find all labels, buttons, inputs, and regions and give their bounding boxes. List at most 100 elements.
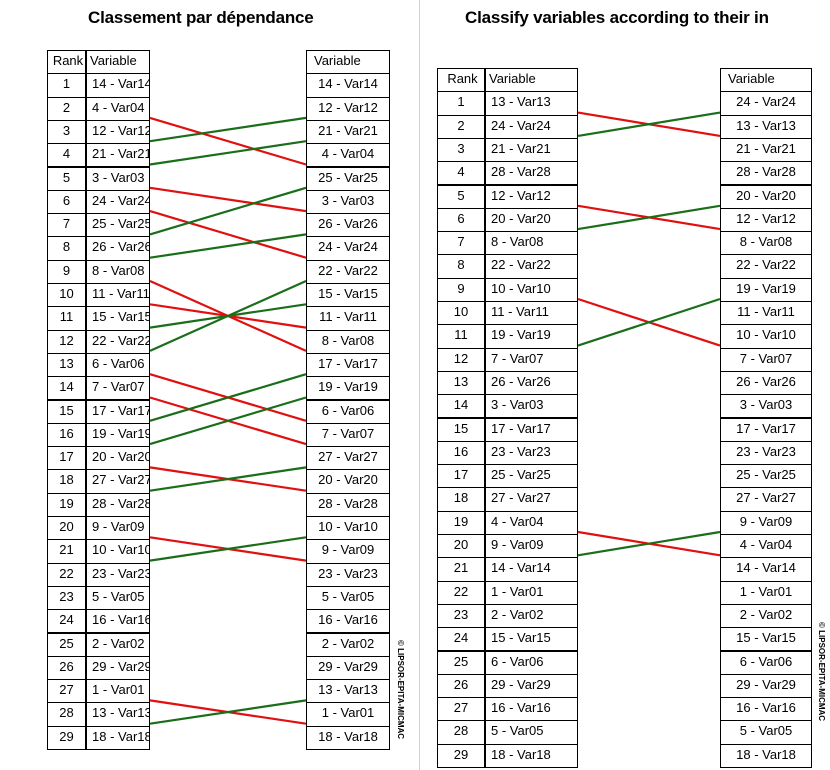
rank-cell: 22 xyxy=(47,562,86,587)
compared-variable-cell: 26 - Var26 xyxy=(306,213,390,238)
variable-cell: 10 - Var10 xyxy=(86,539,150,564)
rank-cell: 17 xyxy=(437,464,485,489)
rank-cell: 17 xyxy=(47,446,86,471)
rank-rise-line xyxy=(149,373,307,422)
rank-rise-line xyxy=(149,396,307,446)
rank-drop-line xyxy=(149,396,307,446)
compared-variable-cell: 4 - Var04 xyxy=(720,534,812,559)
compared-variable-cell: 1 - Var01 xyxy=(306,702,390,727)
rank-drop-line xyxy=(149,466,307,492)
variable-cell: 7 - Var07 xyxy=(86,376,150,401)
compared-variable-cell: 27 - Var27 xyxy=(306,446,390,471)
rank-rise-line xyxy=(149,140,307,166)
variable-cell: 5 - Var05 xyxy=(86,585,150,611)
compared-variable-cell: 28 - Var28 xyxy=(306,492,390,517)
compared-variable-cell: 6 - Var06 xyxy=(720,650,812,675)
variable-cell: 2 - Var02 xyxy=(485,603,578,629)
variable-cell: 8 - Var08 xyxy=(86,259,150,284)
compared-variable-cell: 8 - Var08 xyxy=(720,231,812,256)
rank-cell: 24 xyxy=(47,609,86,634)
compared-variable-cell: 7 - Var07 xyxy=(306,422,390,448)
rank-cell: 14 xyxy=(47,376,86,401)
compared-variable-cell: 2 - Var02 xyxy=(306,632,390,657)
rank-cell: 6 xyxy=(47,189,86,215)
rank-rise-line xyxy=(149,186,307,236)
variable-cell: 10 - Var10 xyxy=(485,277,578,302)
variable-cell: 19 - Var19 xyxy=(86,422,150,448)
variable-cell: 28 - Var28 xyxy=(86,492,150,517)
variable-cell: 16 - Var16 xyxy=(485,697,578,722)
rank-cell: 8 xyxy=(47,236,86,261)
rank-cell: 18 xyxy=(47,469,86,494)
rank-cell: 9 xyxy=(437,277,485,302)
rank-cell: 11 xyxy=(47,306,86,331)
compared-variable-column-header: Variable xyxy=(306,50,390,75)
panel-title: Classement par dépendance xyxy=(88,8,314,27)
variable-cell: 6 - Var06 xyxy=(86,352,150,378)
variable-cell: 22 - Var22 xyxy=(485,254,578,279)
compared-variable-cell: 15 - Var15 xyxy=(720,627,812,652)
rank-rise-line xyxy=(149,536,307,562)
compared-variable-cell: 14 - Var14 xyxy=(306,73,390,98)
rank-drop-line xyxy=(149,303,307,329)
rank-cell: 26 xyxy=(437,673,485,699)
variable-cell: 28 - Var28 xyxy=(485,161,578,186)
rank-cell: 15 xyxy=(47,399,86,424)
variable-cell: 21 - Var21 xyxy=(485,137,578,163)
rank-cell: 29 xyxy=(437,743,485,768)
compared-variable-cell: 13 - Var13 xyxy=(720,114,812,139)
rank-cell: 22 xyxy=(437,580,485,605)
variable-cell: 27 - Var27 xyxy=(86,469,150,494)
variable-cell: 29 - Var29 xyxy=(86,655,150,681)
rank-cell: 7 xyxy=(437,231,485,256)
rank-cell: 23 xyxy=(47,585,86,611)
compared-variable-cell: 5 - Var05 xyxy=(720,720,812,745)
variable-cell: 4 - Var04 xyxy=(86,96,150,121)
compared-variable-cell: 29 - Var29 xyxy=(306,655,390,681)
variable-cell: 18 - Var18 xyxy=(86,725,150,750)
rank-cell: 27 xyxy=(437,697,485,722)
compared-variable-cell: 23 - Var23 xyxy=(720,440,812,466)
variable-cell: 11 - Var11 xyxy=(86,283,150,308)
compared-variable-cell: 3 - Var03 xyxy=(306,189,390,215)
variable-cell: 25 - Var25 xyxy=(485,464,578,489)
rank-cell: 16 xyxy=(437,440,485,466)
rank-rise-line xyxy=(577,111,721,137)
rank-cell: 28 xyxy=(47,702,86,727)
variable-cell: 13 - Var13 xyxy=(485,91,578,116)
rank-cell: 9 xyxy=(47,259,86,284)
rank-cell: 19 xyxy=(47,492,86,517)
variable-cell: 13 - Var13 xyxy=(86,702,150,727)
rank-cell: 4 xyxy=(47,143,86,168)
variable-cell: 7 - Var07 xyxy=(485,347,578,372)
variable-cell: 12 - Var12 xyxy=(86,119,150,145)
rank-cell: 18 xyxy=(437,487,485,512)
variable-cell: 3 - Var03 xyxy=(86,166,150,191)
compared-variable-cell: 2 - Var02 xyxy=(720,603,812,629)
rank-rise-line xyxy=(149,233,307,259)
rank-cell: 20 xyxy=(437,534,485,559)
compared-variable-column-header: Variable xyxy=(720,68,812,93)
rank-cell: 29 xyxy=(47,725,86,750)
rank-drop-line xyxy=(149,279,307,352)
rank-cell: 19 xyxy=(437,510,485,535)
compared-variable-cell: 1 - Var01 xyxy=(720,580,812,605)
compared-variable-cell: 16 - Var16 xyxy=(306,609,390,634)
rank-rise-line xyxy=(149,466,307,492)
variable-cell: 29 - Var29 xyxy=(485,673,578,699)
compared-variable-cell: 11 - Var11 xyxy=(306,306,390,331)
variable-cell: 2 - Var02 xyxy=(86,632,150,657)
variable-cell: 21 - Var21 xyxy=(86,143,150,168)
copyright-watermark: © LIPSOR-EPITA-MICMAC xyxy=(396,640,405,740)
compared-variable-cell: 10 - Var10 xyxy=(720,324,812,349)
variable-cell: 17 - Var17 xyxy=(485,417,578,442)
compared-variable-cell: 3 - Var03 xyxy=(720,394,812,419)
rank-cell: 4 xyxy=(437,161,485,186)
variable-cell: 14 - Var14 xyxy=(86,73,150,98)
variable-cell: 23 - Var23 xyxy=(86,562,150,587)
rank-rise-line xyxy=(577,530,721,557)
compared-variable-cell: 8 - Var08 xyxy=(306,329,390,354)
variable-cell: 15 - Var15 xyxy=(86,306,150,331)
variable-cell: 23 - Var23 xyxy=(485,440,578,466)
rank-cell: 8 xyxy=(437,254,485,279)
